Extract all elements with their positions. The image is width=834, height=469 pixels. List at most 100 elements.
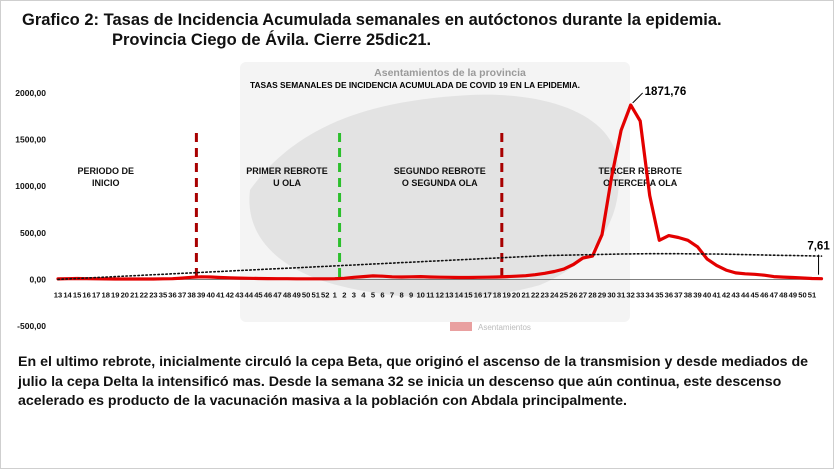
- x-tick-label: 4: [361, 290, 366, 299]
- x-tick-label: 18: [101, 290, 109, 299]
- inner-chart-title: TASAS SEMANALES DE INCIDENCIA ACUMULADA …: [250, 80, 580, 90]
- x-tick-label: 45: [751, 290, 760, 299]
- x-tick-label: 31: [617, 290, 626, 299]
- x-tick-label: 50: [798, 290, 806, 299]
- x-tick-label: 5: [371, 290, 376, 299]
- x-tick-label: 13: [445, 290, 453, 299]
- x-tick-label: 23: [149, 290, 157, 299]
- x-tick-label: 47: [770, 290, 778, 299]
- x-tick-label: 28: [588, 290, 596, 299]
- background-legend-swatch: [450, 322, 472, 331]
- x-tick-label: 48: [283, 290, 291, 299]
- y-tick-label: 0,00: [29, 274, 46, 284]
- chart-title: Grafico 2: Tasas de Incidencia Acumulada…: [22, 10, 822, 50]
- x-tick-label: 30: [607, 290, 615, 299]
- y-tick-label: 1000,00: [15, 181, 46, 191]
- y-tick-label: 1500,00: [15, 135, 46, 145]
- x-tick-label: 42: [226, 290, 234, 299]
- x-tick-label: 8: [399, 290, 403, 299]
- x-tick-label: 12: [436, 290, 444, 299]
- x-tick-label: 2: [342, 290, 346, 299]
- x-tick-label: 19: [502, 290, 510, 299]
- x-tick-label: 44: [741, 290, 750, 299]
- x-tick-label: 37: [178, 290, 186, 299]
- x-tick-label: 46: [264, 290, 272, 299]
- x-tick-label: 45: [254, 290, 263, 299]
- x-tick-label: 26: [569, 290, 577, 299]
- y-tick-label: 2000,00: [15, 88, 46, 98]
- period-label: U OLA: [273, 178, 301, 188]
- x-tick-label: 44: [245, 290, 254, 299]
- x-tick-label: 22: [140, 290, 148, 299]
- title-line-1: Grafico 2: Tasas de Incidencia Acumulada…: [22, 11, 722, 29]
- x-tick-label: 42: [722, 290, 730, 299]
- background-map-shape: [249, 94, 619, 298]
- period-label: TERCER REBROTE: [598, 166, 682, 176]
- x-tick-label: 24: [550, 290, 559, 299]
- period-label: SEGUNDO REBROTE: [394, 166, 486, 176]
- period-label: O SEGUNDA OLA: [402, 178, 478, 188]
- x-tick-label: 47: [273, 290, 281, 299]
- incidence-line-chart: Asentamientos de la provincia Asentamient…: [15, 62, 830, 332]
- x-tick-label: 15: [73, 290, 82, 299]
- x-tick-label: 3: [352, 290, 356, 299]
- y-tick-label: -500,00: [17, 321, 46, 331]
- x-tick-label: 32: [626, 290, 634, 299]
- x-tick-label: 29: [598, 290, 606, 299]
- x-tick-label: 20: [512, 290, 520, 299]
- x-tick-label: 22: [531, 290, 539, 299]
- incidence-rate-series: [56, 103, 824, 281]
- period-label: PERIODO DE: [77, 166, 134, 176]
- x-tick-label: 52: [321, 290, 329, 299]
- background-map-title: Asentamientos de la provincia: [374, 67, 526, 79]
- x-tick-label: 36: [665, 290, 673, 299]
- x-tick-label: 33: [636, 290, 644, 299]
- annotation-leader: [632, 92, 644, 104]
- period-label: INICIO: [92, 178, 120, 188]
- x-tick-label: 18: [493, 290, 501, 299]
- x-tick-label: 49: [292, 290, 300, 299]
- x-tick-label: 7: [390, 290, 394, 299]
- x-tick-label: 50: [302, 290, 310, 299]
- x-tick-label: 35: [655, 290, 664, 299]
- trend-line-series: [57, 252, 823, 281]
- x-tick-label: 34: [646, 290, 655, 299]
- x-tick-label: 21: [130, 290, 139, 299]
- last-value-label: 7,61: [807, 241, 830, 253]
- x-tick-label: 11: [426, 290, 435, 299]
- period-label: PRIMER REBROTE: [246, 166, 328, 176]
- x-tick-label: 20: [121, 290, 129, 299]
- x-tick-label: 38: [187, 290, 195, 299]
- x-tick-label: 17: [92, 290, 100, 299]
- period-label: O TERCERA OLA: [603, 178, 678, 188]
- x-tick-label: 35: [159, 290, 168, 299]
- x-tick-label: 9: [409, 290, 413, 299]
- x-tick-label: 51: [311, 290, 320, 299]
- chart-explanation: En el ultimo rebrote, inicialmente circu…: [18, 354, 809, 409]
- x-tick-label: 25: [560, 290, 569, 299]
- x-tick-label: 15: [464, 290, 473, 299]
- x-tick-label: 6: [380, 290, 384, 299]
- y-tick-label: 500,00: [20, 228, 46, 238]
- x-tick-label: 37: [674, 290, 682, 299]
- x-tick-label: 41: [712, 290, 721, 299]
- x-tick-label: 43: [731, 290, 739, 299]
- x-tick-label: 10: [416, 290, 424, 299]
- x-tick-label: 14: [455, 290, 464, 299]
- x-tick-label: 40: [206, 290, 214, 299]
- x-tick-label: 40: [703, 290, 711, 299]
- x-tick-label: 51: [808, 290, 817, 299]
- x-tick-label: 39: [197, 290, 205, 299]
- x-tick-label: 48: [779, 290, 787, 299]
- peak-value-label: 1871,76: [645, 86, 687, 98]
- x-tick-label: 1: [333, 290, 338, 299]
- x-tick-label: 16: [82, 290, 90, 299]
- x-tick-label: 19: [111, 290, 119, 299]
- x-tick-label: 13: [54, 290, 62, 299]
- x-tick-label: 46: [760, 290, 768, 299]
- x-tick-label: 21: [521, 290, 530, 299]
- x-tick-label: 43: [235, 290, 243, 299]
- background-legend-label: Asentamientos: [478, 323, 531, 332]
- x-tick-label: 27: [579, 290, 587, 299]
- title-line-2: Provincia Ciego de Ávila. Cierre 25dic21…: [112, 31, 432, 49]
